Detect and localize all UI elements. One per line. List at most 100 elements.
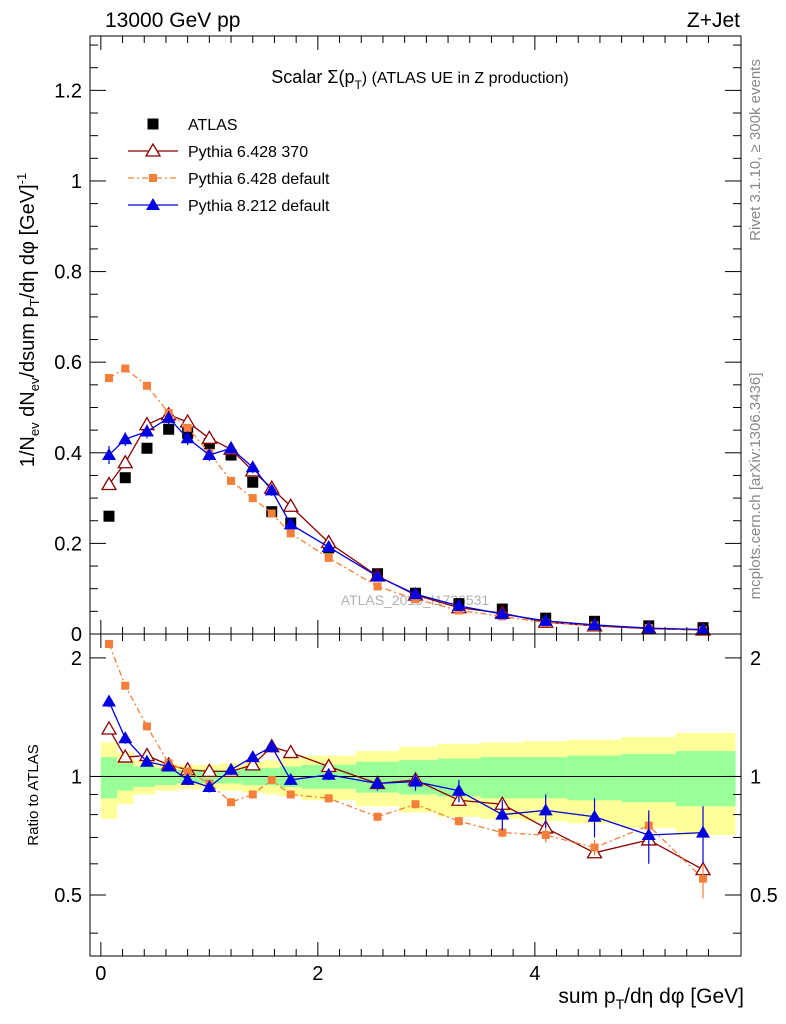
point-pythia6-default [248,494,257,503]
ratio-point-pythia6-default [411,800,420,809]
point-atlas [225,449,237,461]
ratio-point-pythia6-370 [201,763,218,778]
ratio-point-pythia6-default [286,790,295,799]
legend-marker-pythia6-default [149,174,157,182]
stat-band-green [100,757,118,799]
ratio-point-pythia8-default [696,825,711,838]
ratio-point-pythia8-default [245,750,260,763]
legend: ATLAS Pythia 6.428 370 Pythia 6.428 defaul… [128,117,330,215]
ratio-point-pythia8-default [180,772,195,785]
point-pythia6-default [142,381,151,390]
ratio-point-pythia6-default [324,794,333,803]
point-pythia8-default [139,424,154,437]
point-pythia8-default [538,613,553,626]
legend-marker-pythia8-default [146,198,160,210]
point-atlas [141,442,153,454]
ratio-tick-label-left: 1 [71,766,82,788]
ratio-point-pythia6-default [590,843,599,852]
y-tick-label: 0 [71,624,82,646]
ratio-point-pythia6-370 [117,748,134,763]
ratio-point-pythia6-370 [100,720,118,735]
ratio-tick-label-left: 2 [71,648,82,670]
point-atlas [247,476,259,488]
ratio-tick-label-left: 0.5 [54,885,82,907]
point-pythia8-default [161,410,176,423]
ratio-point-pythia6-default [541,831,550,840]
y-tick-label: 0.2 [54,533,82,555]
point-pythia8-default [321,540,336,553]
point-atlas [119,472,131,484]
x-tick-label: 4 [529,963,540,985]
ratio-point-pythia8-default [587,809,602,822]
stat-band-green [480,757,524,799]
stat-band-green [567,755,622,801]
x-axis-label: sum pT/dη dφ [GeV] [558,985,744,1012]
ratio-point-pythia8-default [495,807,510,820]
point-pythia6-default [286,529,295,538]
ratio-point-pythia6-default [104,639,113,648]
point-pythia8-default [370,569,385,582]
ratio-point-pythia6-default [227,798,236,807]
ratio-point-pythia8-default [161,759,176,772]
point-pythia8-default [264,483,279,496]
ratio-y-axis-label: Ratio to ATLAS [25,744,42,845]
point-pythia8-default [283,517,298,530]
ratio-point-pythia8-default [202,780,217,793]
point-pythia8-default [224,441,239,454]
point-pythia6-370 [282,497,299,512]
point-atlas [163,423,175,435]
y-tick-label: 1.2 [54,80,82,102]
y-axis-label: 1/Nev dNev/dsum pT/dη dφ [GeV]-1 [14,173,42,468]
point-pythia6-default [227,476,236,485]
point-pythia8-default [495,607,510,620]
point-pythia8-default [587,617,602,630]
ratio-point-pythia8-default [370,776,385,789]
ratio-point-pythia8-default [139,754,154,767]
ratio-point-pythia8-default [224,762,239,775]
legend-marker-pythia6-370 [144,142,162,157]
ratio-point-pythia6-370 [244,756,261,771]
point-pythia6-default [324,553,333,562]
ratio-point-pythia6-default [183,767,192,776]
point-pythia8-default [202,448,217,461]
point-pythia8-default [118,432,133,445]
point-pythia6-default [183,423,192,432]
ratio-point-pythia8-default [641,828,656,841]
ratio-point-pythia6-default [248,790,257,799]
ratio-point-pythia8-default [321,767,336,780]
x-tick-label: 2 [312,963,323,985]
ratio-tick-label-right: 1 [750,766,761,788]
point-pythia8-default [101,448,116,461]
legend-label-pythia8-default: Pythia 8.212 default [188,198,330,215]
ratio-point-pythia8-default [451,783,466,796]
stat-band-green [117,763,134,791]
point-pythia6-default [373,582,382,591]
ratio-point-pythia6-default [498,828,507,837]
chart-title: Scalar Σ(pT) (ATLAS UE in Z production) [271,67,568,92]
ratio-point-pythia8-default [264,739,279,752]
stat-band-green [621,754,676,803]
ratio-point-pythia8-default [538,803,553,816]
ratio-point-pythia6-default [373,812,382,821]
ratio-frame [89,633,742,957]
point-pythia6-default [104,374,113,383]
point-pythia8-default [245,460,260,473]
point-pythia8-default [641,621,656,634]
legend-label-pythia6-default: Pythia 6.428 default [188,171,330,188]
ratio-point-pythia8-default [101,694,116,707]
point-pythia6-370 [100,476,118,491]
ratio-point-pythia8-default [283,772,298,785]
stat-band-green [524,757,568,799]
legend-label-atlas: ATLAS [188,117,238,134]
ratio-tick-label-right: 2 [750,648,761,670]
ratio-point-pythia6-default [142,722,151,731]
point-pythia6-370 [201,430,218,444]
legend-label-pythia6-370: Pythia 6.428 370 [188,144,308,161]
y-tick-label: 0.8 [54,262,82,284]
ratio-tick-label-right: 0.5 [750,885,778,907]
stat-band-green [675,751,736,807]
point-atlas [103,510,115,522]
point-pythia8-default [180,431,195,444]
y-tick-label: 0.4 [54,443,82,465]
